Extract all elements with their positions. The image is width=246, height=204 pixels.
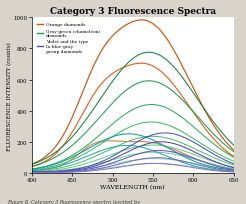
Text: Figure 8. Category 3 fluorescence spectra (excited by: Figure 8. Category 3 fluorescence spectr… (7, 199, 140, 204)
X-axis label: WAVELENGTH (nm): WAVELENGTH (nm) (100, 184, 165, 189)
Y-axis label: FLUORESCENCE INTENSITY (counts): FLUORESCENCE INTENSITY (counts) (7, 42, 12, 150)
Title: Category 3 Fluorescence Spectra: Category 3 Fluorescence Spectra (50, 7, 216, 16)
Legend: Orange diamonds, Gray-green (chameleon)
diamonds, Violet and the type
Ia blue-gr: Orange diamonds, Gray-green (chameleon) … (36, 22, 102, 55)
